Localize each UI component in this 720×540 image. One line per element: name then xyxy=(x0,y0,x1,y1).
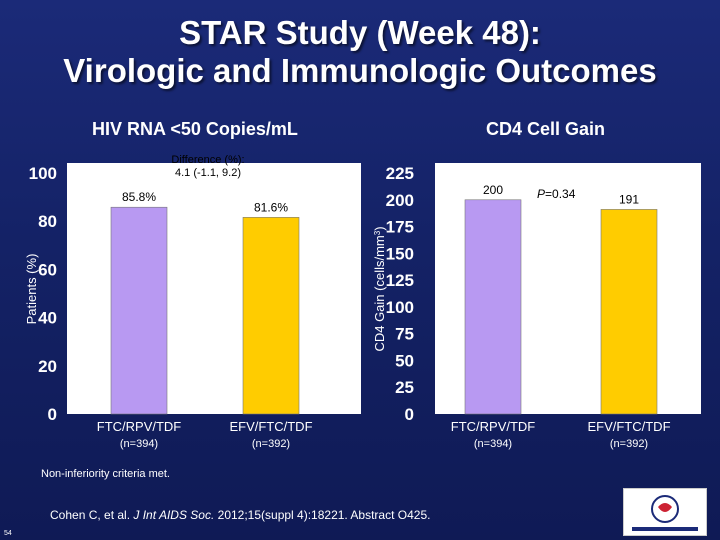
right-annotation-p-value: =0.34 xyxy=(545,187,576,201)
left-bar-1 xyxy=(110,206,168,415)
right-y-tick-label: 0 xyxy=(405,405,414,424)
left-annotation-line-2: 4.1 (-1.1, 9.2) xyxy=(175,167,241,179)
right-category-label-2: EFV/FTC/TDF xyxy=(587,419,670,434)
right-y-tick-label: 200 xyxy=(386,191,414,210)
right-category-n-1: (n=394) xyxy=(474,438,512,450)
left-y-tick-label: 20 xyxy=(38,357,57,376)
right-y-tick-label: 225 xyxy=(386,164,414,183)
left-category-n-2: (n=392) xyxy=(252,438,290,450)
right-y-tick-label: 50 xyxy=(395,351,414,370)
right-y-axis-label-close: ) xyxy=(372,226,387,230)
title-line-1: STAR Study (Week 48): xyxy=(179,14,541,51)
right-bar-value-label-2: 191 xyxy=(619,192,639,206)
right-chart-title: CD4 Cell Gain xyxy=(486,119,606,139)
left-y-tick-label: 0 xyxy=(48,405,57,424)
left-bar-value-label-2: 81.6% xyxy=(254,200,288,214)
right-category-label-1: FTC/RPV/TDF xyxy=(451,419,536,434)
right-bar-1 xyxy=(464,199,522,415)
title-line-2: Virologic and Immunologic Outcomes xyxy=(63,52,657,89)
right-chart: P=0.34 CD4 Gain (cells/mm3) 0 25 50 75 100 12… xyxy=(372,163,701,450)
slide-title: STAR Study (Week 48): Virologic and Immu… xyxy=(0,14,720,90)
right-bar-2 xyxy=(600,209,658,415)
citation-pre: Cohen C, et al. xyxy=(50,508,134,522)
left-category-label-2: EFV/FTC/TDF xyxy=(229,419,312,434)
left-y-tick-label: 60 xyxy=(38,260,57,279)
page-number: 54 xyxy=(4,530,12,537)
right-y-tick-label: 175 xyxy=(386,218,414,237)
left-chart-title: HIV RNA <50 Copies/mL xyxy=(92,119,298,139)
citation-journal: J Int AIDS Soc. xyxy=(133,508,215,522)
footnote: Non-inferiority criteria met. xyxy=(41,468,170,480)
left-y-tick-label: 100 xyxy=(29,164,57,183)
right-bar-value-label-1: 200 xyxy=(483,183,503,197)
left-annotation-line-1: Difference (%): xyxy=(171,154,244,166)
left-y-axis-label: Patients (%) xyxy=(24,254,39,325)
left-category-label-1: FTC/RPV/TDF xyxy=(97,419,182,434)
right-y-tick-label: 125 xyxy=(386,271,414,290)
citation: Cohen C, et al. J Int AIDS Soc. 2012;15(… xyxy=(50,508,430,522)
right-y-tick-label: 100 xyxy=(386,298,414,317)
right-annotation-p-italic: P xyxy=(537,187,545,201)
right-y-axis-label-text: CD4 Gain (cells/mm xyxy=(372,235,387,351)
right-y-tick-label: 150 xyxy=(386,244,414,263)
clinical-care-options-logo xyxy=(623,488,707,536)
left-chart: Difference (%): 4.1 (-1.1, 9.2) Patients… xyxy=(24,154,361,450)
right-y-tick-label: 75 xyxy=(395,325,414,344)
right-y-axis-label-sup: 3 xyxy=(373,230,382,235)
left-bar-value-label-1: 85.8% xyxy=(122,190,156,204)
right-y-axis-label: CD4 Gain (cells/mm3) xyxy=(372,226,387,351)
left-y-tick-label: 80 xyxy=(38,212,57,231)
left-bar-2 xyxy=(242,217,300,415)
left-y-tick-label: 40 xyxy=(38,309,57,328)
citation-post: 2012;15(suppl 4):18221. Abstract O425. xyxy=(214,508,431,522)
left-category-n-1: (n=394) xyxy=(120,438,158,450)
right-y-tick-label: 25 xyxy=(395,378,414,397)
right-category-n-2: (n=392) xyxy=(610,438,648,450)
right-annotation-p: P=0.34 xyxy=(537,187,576,201)
